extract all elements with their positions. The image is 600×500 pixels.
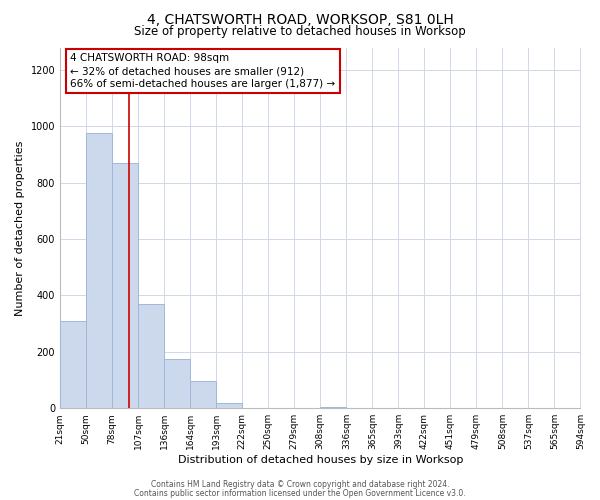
Bar: [112, 163, 138, 408]
Bar: [216, 402, 242, 408]
Text: Contains public sector information licensed under the Open Government Licence v3: Contains public sector information licen…: [134, 488, 466, 498]
Y-axis label: Number of detached properties: Number of detached properties: [15, 140, 25, 316]
Text: Contains HM Land Registry data © Crown copyright and database right 2024.: Contains HM Land Registry data © Crown c…: [151, 480, 449, 489]
Bar: [60, 321, 86, 408]
Bar: [164, 359, 190, 408]
X-axis label: Distribution of detached houses by size in Worksop: Distribution of detached houses by size …: [178, 455, 463, 465]
Bar: [320, 407, 346, 408]
Text: 4 CHATSWORTH ROAD: 98sqm
← 32% of detached houses are smaller (912)
66% of semi-: 4 CHATSWORTH ROAD: 98sqm ← 32% of detach…: [70, 53, 335, 90]
Bar: [86, 134, 112, 408]
Bar: [190, 382, 216, 408]
Text: 4, CHATSWORTH ROAD, WORKSOP, S81 0LH: 4, CHATSWORTH ROAD, WORKSOP, S81 0LH: [146, 12, 454, 26]
Bar: [138, 304, 164, 408]
Text: Size of property relative to detached houses in Worksop: Size of property relative to detached ho…: [134, 25, 466, 38]
